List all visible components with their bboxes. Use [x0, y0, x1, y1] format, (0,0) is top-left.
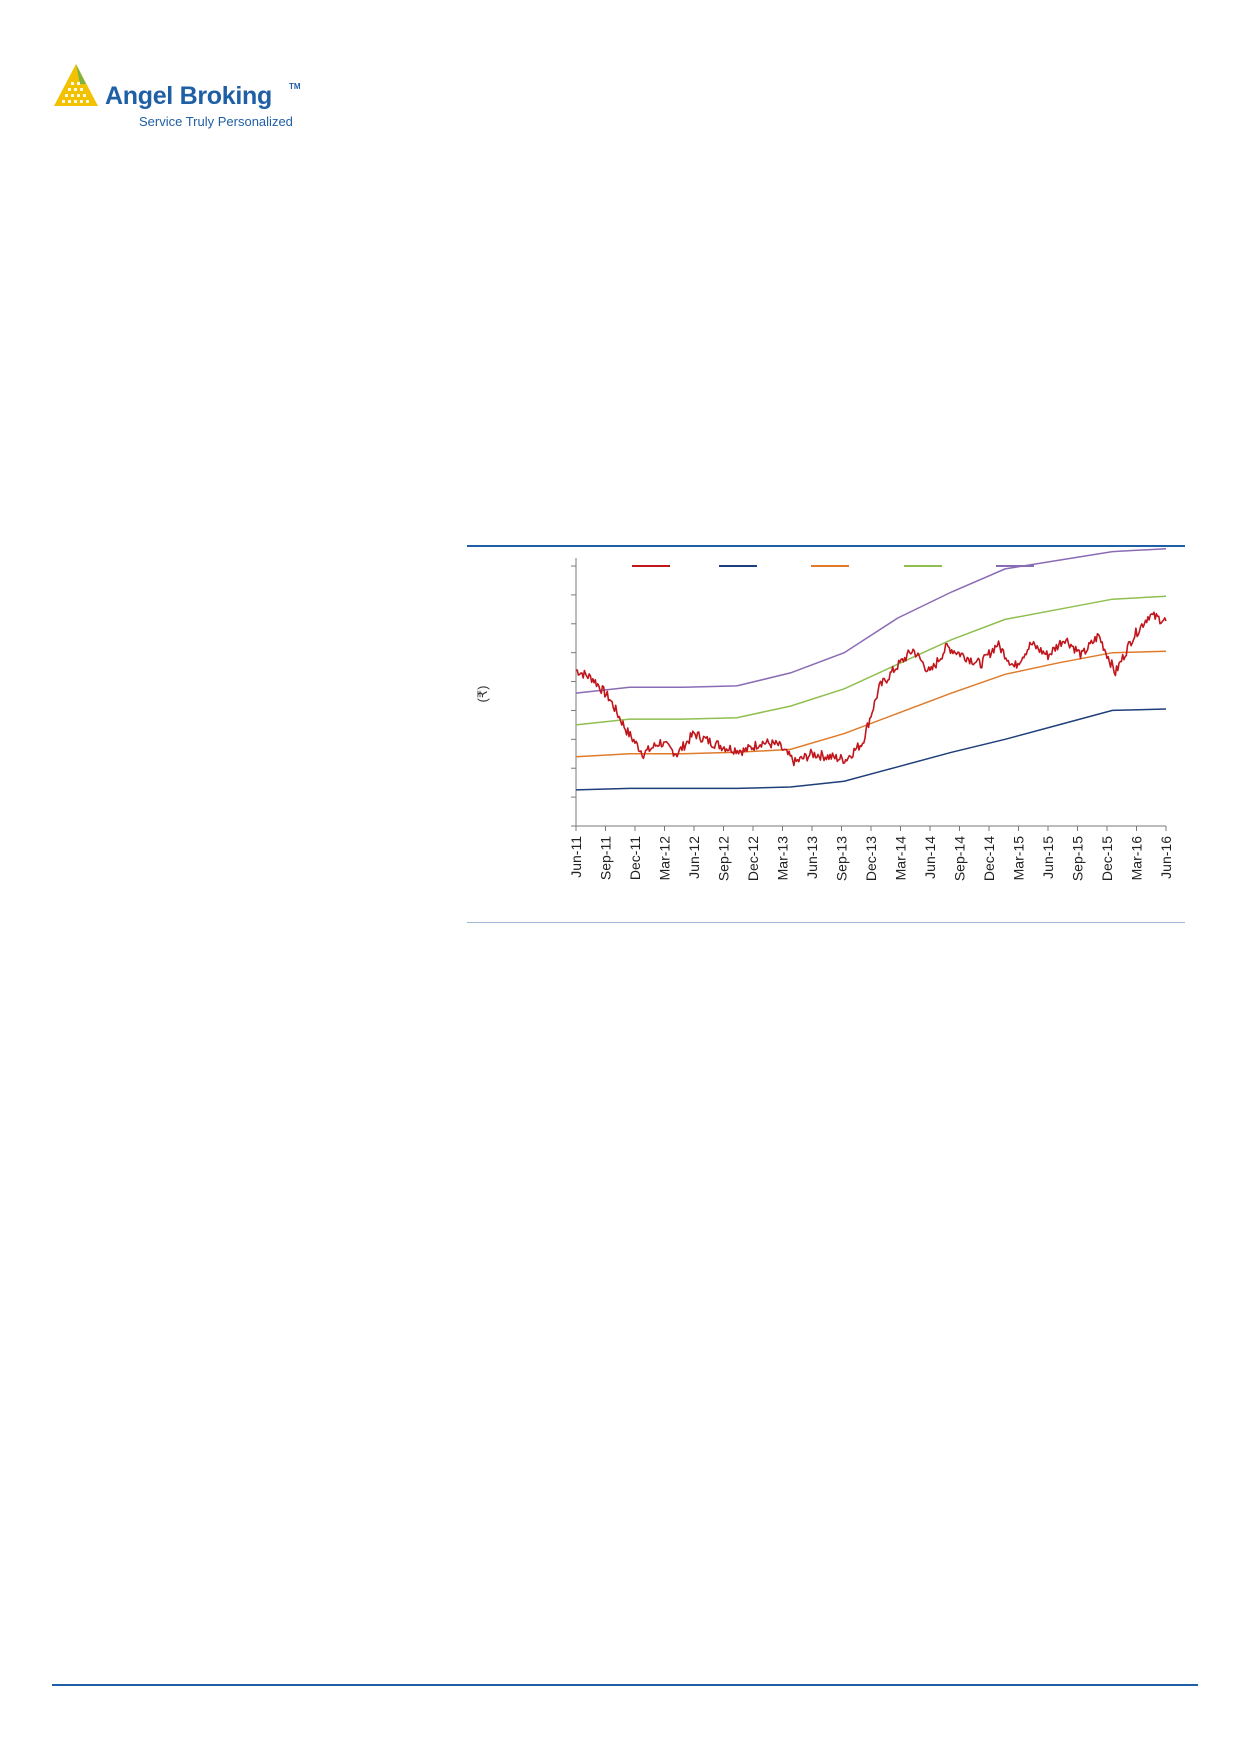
x-tick-label: Jun-12	[686, 836, 702, 879]
x-tick-label: Mar-16	[1129, 836, 1145, 881]
x-tick-label: Mar-12	[657, 836, 673, 881]
x-tick-label: Mar-13	[775, 836, 791, 881]
x-tick-label: Mar-15	[1011, 836, 1027, 881]
chart-bottom-rule	[467, 922, 1185, 923]
x-tick-label: Dec-14	[981, 836, 997, 881]
x-tick-label: Jun-16	[1158, 836, 1174, 879]
price-band-chart: Jun-11 Sep-11 Dec-11 Mar-12 Jun-12 Sep-12 Dec-…	[467, 546, 1185, 924]
chart-svg: Jun-11 Sep-11 Dec-11 Mar-12 Jun-12 Sep-12 Dec-…	[475, 547, 1174, 881]
x-tick-label: Sep-12	[716, 836, 732, 881]
x-tick-label: Sep-15	[1070, 836, 1086, 881]
x-tick-label: Jun-11	[568, 836, 584, 878]
x-tick-label: Dec-12	[745, 836, 761, 881]
x-tick-label: Dec-13	[863, 836, 879, 881]
brand-name: Angel Broking	[105, 82, 272, 110]
band-series-line	[575, 595, 1167, 726]
angel-triangle-icon	[54, 64, 98, 106]
footer-rule	[52, 1684, 1198, 1686]
band-series-line	[575, 547, 1167, 694]
chart-top-rule	[467, 545, 1185, 547]
x-tick-label: Sep-14	[952, 836, 968, 881]
band-series-line	[575, 708, 1167, 791]
x-tick-label: Sep-11	[598, 836, 614, 880]
brand-logo: Angel Broking TM Service Truly Personali…	[52, 62, 312, 132]
x-tick-label: Jun-13	[804, 836, 820, 879]
x-tick-label: Dec-15	[1099, 836, 1115, 881]
x-tick-label: Jun-14	[922, 836, 938, 879]
brand-trademark: TM	[289, 82, 301, 91]
band-series-line	[575, 650, 1167, 758]
x-tick-label: Dec-11	[627, 836, 643, 880]
x-tick-label: Jun-15	[1040, 836, 1056, 879]
x-tick-label: Sep-13	[834, 836, 850, 881]
x-tick-label: Mar-14	[893, 836, 909, 881]
price-series-line	[575, 611, 1167, 767]
brand-tagline: Service Truly Personalized	[139, 114, 293, 129]
y-axis-label: (₹)	[475, 686, 490, 703]
